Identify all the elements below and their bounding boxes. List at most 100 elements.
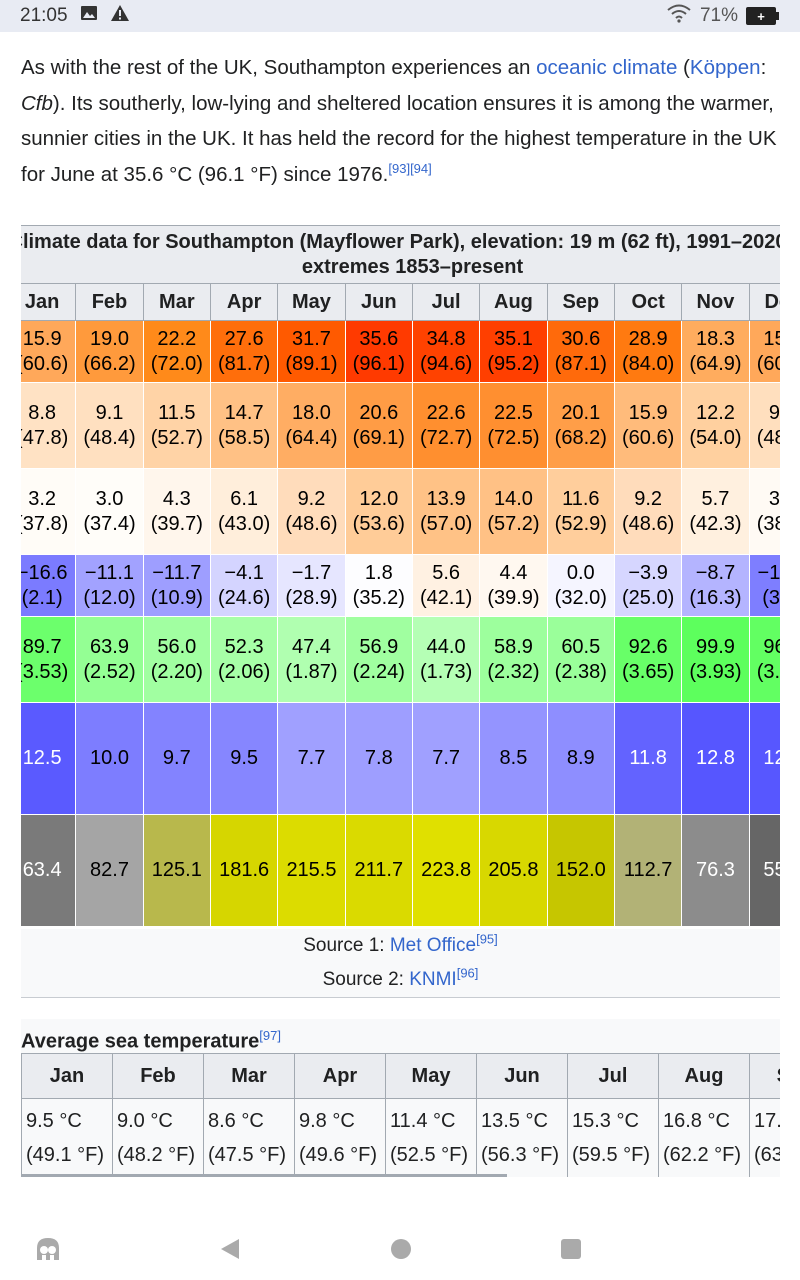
sea-value-row: 9.5 °C (49.1 °F) 9.0 °C (48.2 °F) 8.6 °C (47.… — [21, 1098, 780, 1177]
record-high-cell-jun: 35.6 (96.1) — [344, 320, 413, 383]
sunshine-cell-sep: 152.0 — [546, 814, 615, 927]
mean-high-primary: 22.6 — [426, 401, 466, 424]
record-high-secondary: (96.1) — [352, 352, 405, 375]
precip-cell-nov: 99.9 (3.93) — [681, 616, 750, 703]
precip-primary: 60.5 — [561, 635, 601, 658]
mean-high-primary: 15.9 — [628, 401, 668, 424]
precip-days-cell-feb: 10.0 — [75, 702, 144, 815]
navigation-bar — [0, 1216, 800, 1280]
record-high-secondary: (87.1) — [554, 352, 607, 375]
source-1: Source 1: Met Office[95] — [21, 929, 780, 964]
record-low-cell-mar: −11.7 (10.9) — [142, 554, 211, 617]
record-low-primary: 5.6 — [432, 561, 461, 584]
record-high-primary: 27.6 — [224, 327, 264, 350]
cfb-text: Cfb — [21, 91, 53, 115]
ref-93-link[interactable]: [93] — [388, 160, 411, 176]
mean-high-secondary: (72.5) — [487, 426, 540, 449]
climate-table-caption: Climate data for Southampton (Mayflower … — [21, 226, 780, 284]
mean-low-cell-apr: 6.1 (43.0) — [209, 468, 279, 555]
climate-table-scroll[interactable]: Climate data for Southampton (Mayflower … — [21, 225, 780, 998]
precip-days-cell-oct: 11.8 — [613, 702, 683, 815]
record-high-cell-jul: 34.8 (94.6) — [411, 320, 481, 383]
ref-96-link[interactable]: [96] — [456, 965, 479, 981]
precip-secondary: (2.06) — [218, 660, 271, 683]
sunshine-cell-jul: 223.8 — [411, 814, 481, 927]
record-low-primary: −11.7 — [152, 561, 202, 584]
horizontal-scrollbar[interactable] — [21, 1174, 507, 1177]
record-high-secondary: (64.9) — [689, 352, 742, 375]
record-low-primary: −8.7 — [695, 561, 736, 584]
sea-temp-f: (48.2 °F) — [117, 1144, 196, 1166]
sunshine-cell-feb: 82.7 — [75, 814, 144, 927]
record-low-primary: 4.4 — [499, 561, 528, 584]
oceanic-climate-link[interactable]: oceanic climate — [536, 56, 678, 79]
record-low-primary: 0.0 — [566, 561, 595, 584]
sea-temp-c: 9.5 °C — [26, 1110, 82, 1132]
mean-high-primary: 22.5 — [493, 401, 533, 424]
mean-low-cell-mar: 4.3 (39.7) — [142, 468, 211, 555]
home-icon[interactable] — [386, 1234, 416, 1264]
battery-percent: 71% — [699, 5, 738, 26]
sea-month-aug: Aug — [658, 1053, 750, 1099]
climate-paragraph: As with the rest of the UK, Southampton … — [21, 56, 777, 186]
record-low-secondary: (2.1) — [21, 586, 63, 609]
sea-temp-f: (59.5 °F) — [572, 1144, 651, 1166]
mean-high-primary: 9.1 — [95, 401, 124, 424]
precip-days-cell-nov: 12.8 — [681, 702, 750, 815]
mean-high-cell-may: 18.0 (64.4) — [277, 382, 346, 469]
precip-secondary: (3.93) — [689, 660, 742, 683]
ref-94-link[interactable]: [94] — [410, 160, 432, 176]
met-office-link[interactable]: Met Office — [389, 935, 477, 956]
month-header-feb: Feb — [75, 283, 144, 321]
image-icon — [80, 5, 98, 27]
mean-high-secondary: (72.7) — [420, 426, 473, 449]
mean-low-cell-oct: 9.2 (48.6) — [613, 468, 683, 555]
sea-temp-cell-jul: 15.3 °C (59.5 °F) — [567, 1098, 659, 1177]
sea-temp-c: 16.8 °C — [663, 1110, 730, 1132]
accessibility-icon[interactable] — [33, 1234, 63, 1264]
mean-high-primary: 14.7 — [224, 401, 264, 424]
battery-charging-icon: + — [746, 7, 779, 25]
precip-cell-jan: 89.7 (3.53) — [21, 616, 77, 703]
koppen-link[interactable]: Köppen — [689, 56, 761, 79]
month-header-dec: Dec — [748, 283, 780, 321]
caption-line-1: Climate data for Southampton (Mayflower … — [21, 230, 780, 253]
mean-low-secondary: (52.9) — [554, 512, 607, 535]
record-high-cell-dec: 15.9 (60.6) — [748, 320, 780, 383]
mean-low-cell-nov: 5.7 (42.3) — [681, 468, 750, 555]
mean-low-secondary: (48.6) — [621, 512, 675, 535]
mean-high-primary: 20.6 — [359, 401, 399, 424]
mean-high-primary: 9.3 — [768, 401, 780, 424]
knmi-link[interactable]: KNMI — [409, 969, 457, 990]
record-high-primary: 34.8 — [426, 327, 466, 350]
status-bar: 21:05 71% + — [0, 0, 800, 32]
ref-97-link[interactable]: [97] — [259, 1028, 281, 1043]
mean-high-cell-nov: 12.2 (54.0) — [681, 382, 750, 469]
sea-month-mar: Mar — [203, 1053, 295, 1099]
month-header-jun: Jun — [344, 283, 413, 321]
record-high-secondary: (84.0) — [621, 352, 675, 375]
record-low-secondary: (10.9) — [150, 586, 203, 609]
recents-icon[interactable] — [556, 1234, 586, 1264]
precip-primary: 96.9 — [763, 635, 780, 658]
sea-temp-cell-may: 11.4 °C (52.5 °F) — [385, 1098, 477, 1177]
record-high-cell-apr: 27.6 (81.7) — [209, 320, 279, 383]
climate-table: Climate data for Southampton (Mayflower … — [21, 226, 780, 927]
record-low-cell-jan: −16.6 (2.1) — [21, 554, 77, 617]
precip-primary: 58.9 — [493, 635, 533, 658]
record-low-cell-jul: 5.6 (42.1) — [411, 554, 481, 617]
record-low-cell-jun: 1.8 (35.2) — [344, 554, 413, 617]
precip-cell-dec: 96.9 (3.81) — [748, 616, 780, 703]
sea-temp-c: 11.4 °C — [390, 1110, 456, 1132]
record-low-secondary: (42.1) — [420, 586, 473, 609]
mean-low-secondary: (39.7) — [150, 512, 203, 535]
back-icon[interactable] — [215, 1234, 245, 1264]
ref-95-link[interactable]: [95] — [476, 931, 498, 947]
mean-low-primary: 9.2 — [297, 487, 326, 510]
record-high-secondary: (95.2) — [487, 352, 540, 375]
record-low-secondary: (24.6) — [218, 586, 271, 609]
sea-temp-f: (63.9 °F) — [754, 1144, 780, 1166]
mean-low-secondary: (37.8) — [21, 512, 69, 535]
record-low-secondary: (35.2) — [352, 586, 405, 609]
